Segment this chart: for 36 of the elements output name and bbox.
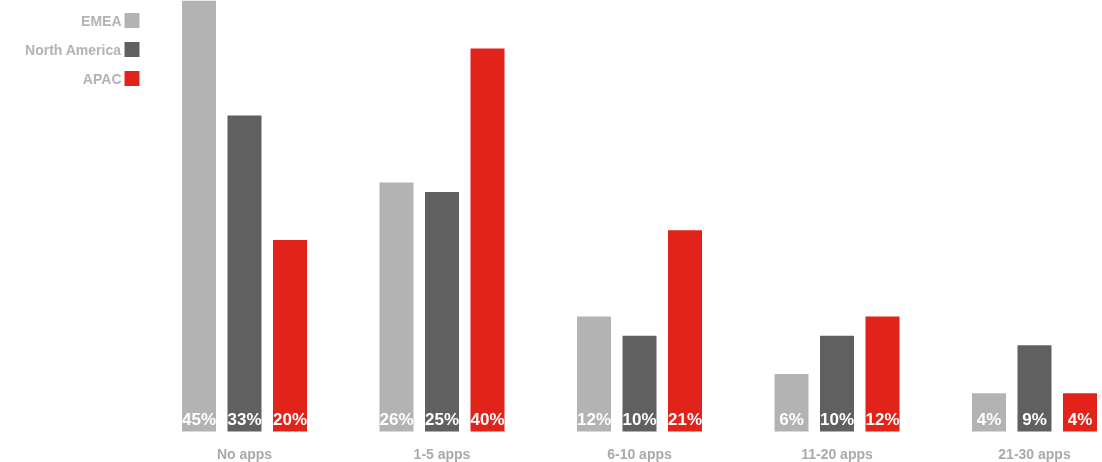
data-label: 26% (379, 409, 414, 429)
legend-label: North America (25, 41, 122, 58)
bar (668, 230, 702, 432)
data-label: 33% (227, 409, 262, 429)
x-tick-label: 6-10 apps (607, 445, 673, 462)
bar (425, 192, 459, 432)
legend-label: EMEA (81, 12, 122, 29)
data-label: 10% (622, 409, 657, 429)
data-label: 12% (576, 409, 612, 429)
bar (622, 335, 657, 432)
data-label: 40% (470, 409, 505, 429)
x-tick-label: 21-30 apps (998, 445, 1071, 462)
data-label: 9% (1022, 409, 1047, 429)
data-label: 12% (865, 409, 900, 429)
data-label: 4% (1067, 409, 1093, 429)
bar (774, 374, 809, 432)
bar (273, 239, 307, 432)
data-label: 21% (667, 409, 703, 429)
bar (379, 182, 414, 432)
data-label: 20% (272, 409, 308, 429)
x-tick-label: No apps (216, 445, 273, 462)
bar (865, 316, 900, 432)
bar (820, 335, 854, 432)
bar (1017, 345, 1052, 432)
data-label: 25% (424, 409, 460, 429)
bar (227, 115, 262, 432)
bar (577, 316, 611, 432)
x-tick-label: 11-20 apps (801, 445, 874, 462)
data-label: 6% (779, 409, 804, 429)
data-label: 10% (819, 409, 855, 429)
bar (182, 0, 216, 432)
x-tick-label: 1-5 apps (413, 445, 471, 462)
legend-label: APAC (82, 70, 122, 87)
data-label: 45% (181, 409, 217, 429)
data-label: 4% (976, 409, 1002, 429)
bar (470, 48, 505, 432)
